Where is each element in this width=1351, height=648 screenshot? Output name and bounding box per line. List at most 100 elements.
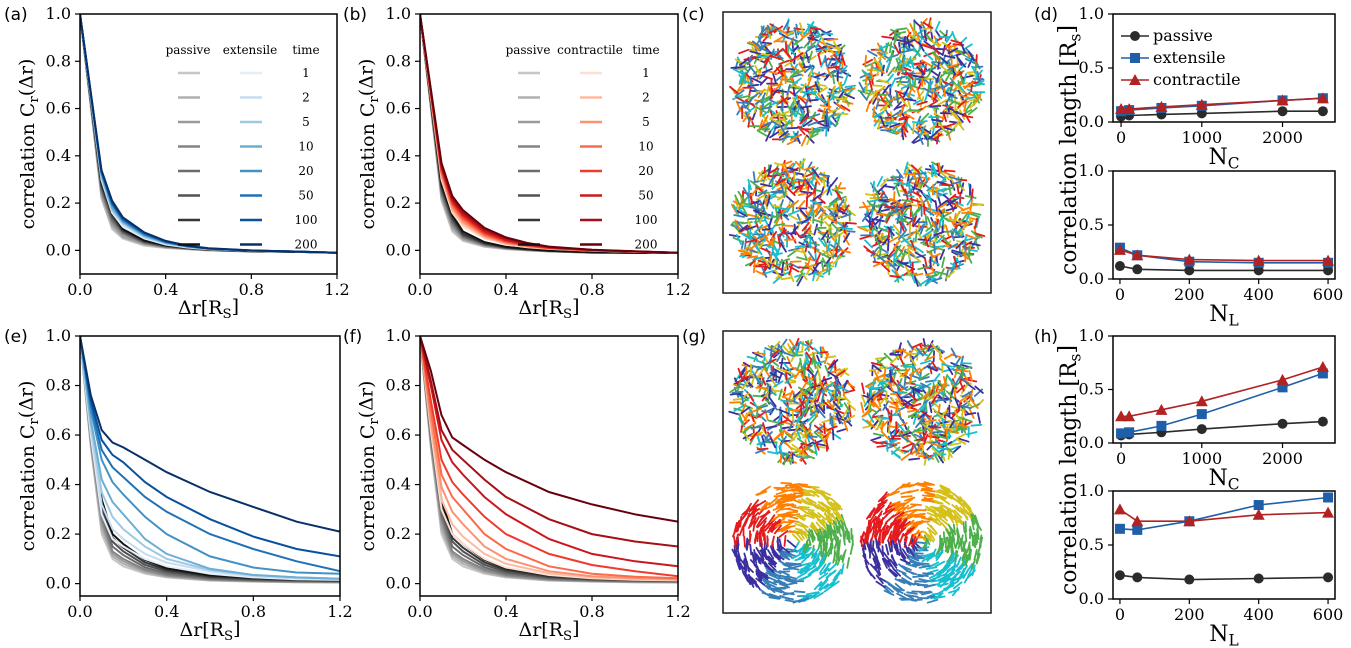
- rod: [907, 180, 912, 193]
- rod: [814, 253, 821, 265]
- rod: [955, 432, 967, 440]
- rod: [740, 73, 747, 85]
- rod: [920, 488, 933, 492]
- rod: [817, 44, 827, 53]
- rod: [909, 386, 921, 394]
- rod: [783, 495, 796, 501]
- point-contractile: [1252, 254, 1265, 266]
- rod: [782, 351, 794, 357]
- rod: [826, 425, 838, 431]
- y-tick-label: 0.8: [386, 51, 411, 70]
- rod: [903, 86, 910, 98]
- rod: [872, 432, 885, 437]
- rod: [953, 230, 964, 239]
- point-passive: [1114, 570, 1125, 581]
- rod: [881, 263, 891, 273]
- rod: [760, 438, 771, 446]
- rod: [911, 272, 924, 277]
- rod: [835, 204, 846, 212]
- panel-label: (e): [4, 327, 28, 347]
- point-contractile: [1115, 410, 1128, 422]
- rod: [831, 188, 843, 194]
- rod: [743, 56, 755, 61]
- rod: [783, 453, 789, 466]
- rod: [896, 528, 900, 541]
- rod: [949, 179, 956, 191]
- rod: [875, 574, 884, 585]
- rod: [915, 115, 922, 127]
- rod: [803, 166, 816, 171]
- rod: [818, 581, 827, 591]
- rod: [901, 367, 911, 377]
- rod: [751, 77, 762, 84]
- rod: [817, 404, 826, 415]
- series-line: [420, 336, 678, 523]
- rod: [748, 577, 755, 588]
- rod: [898, 532, 905, 544]
- rod: [832, 89, 844, 95]
- rod: [819, 563, 827, 574]
- legend-time: 50: [298, 189, 313, 203]
- rod: [768, 27, 780, 34]
- rod: [878, 226, 889, 233]
- rod: [770, 568, 782, 575]
- rod: [969, 100, 979, 109]
- rod: [918, 176, 931, 180]
- rod: [967, 56, 974, 68]
- rod: [928, 517, 940, 522]
- rod: [893, 101, 902, 111]
- rod: [778, 130, 789, 139]
- rod: [759, 511, 771, 518]
- point-contractile: [1123, 103, 1136, 115]
- rod: [875, 527, 881, 539]
- rod: [778, 350, 786, 361]
- rod: [926, 522, 936, 532]
- rod: [924, 31, 933, 42]
- point-passive: [1196, 108, 1207, 119]
- rod: [806, 565, 817, 572]
- rod: [950, 39, 962, 44]
- rod: [885, 121, 898, 125]
- rod: [887, 583, 899, 590]
- rod: [948, 175, 960, 181]
- rod: [928, 272, 940, 279]
- rod: [783, 369, 795, 376]
- rod: [946, 536, 950, 549]
- rod: [885, 543, 890, 556]
- rod: [838, 385, 849, 392]
- rod: [835, 367, 846, 376]
- rod: [815, 83, 827, 87]
- rod: [777, 372, 783, 384]
- rod: [905, 265, 911, 277]
- rod: [760, 425, 768, 437]
- rod: [756, 126, 768, 132]
- rod: [803, 546, 812, 556]
- rod: [901, 572, 912, 581]
- legend-header: time: [292, 43, 319, 57]
- rod: [916, 90, 925, 100]
- rod: [790, 232, 797, 244]
- rod: [874, 387, 884, 396]
- rod: [783, 535, 787, 547]
- rod: [840, 549, 847, 561]
- rod: [774, 552, 785, 561]
- rod: [918, 565, 931, 569]
- rod: [796, 483, 809, 486]
- legend-time: 20: [638, 164, 653, 178]
- legend-marker: [1130, 53, 1140, 63]
- rod: [943, 169, 956, 173]
- rod: [947, 63, 959, 68]
- rod: [881, 35, 893, 39]
- rod: [846, 402, 857, 411]
- rod: [763, 546, 768, 559]
- rod: [867, 50, 878, 57]
- rod: [799, 566, 810, 575]
- panel-label: (f): [343, 327, 362, 347]
- rod: [889, 77, 897, 89]
- rod: [915, 437, 928, 441]
- rod: [947, 489, 958, 498]
- rod: [932, 133, 943, 141]
- rod: [868, 79, 873, 91]
